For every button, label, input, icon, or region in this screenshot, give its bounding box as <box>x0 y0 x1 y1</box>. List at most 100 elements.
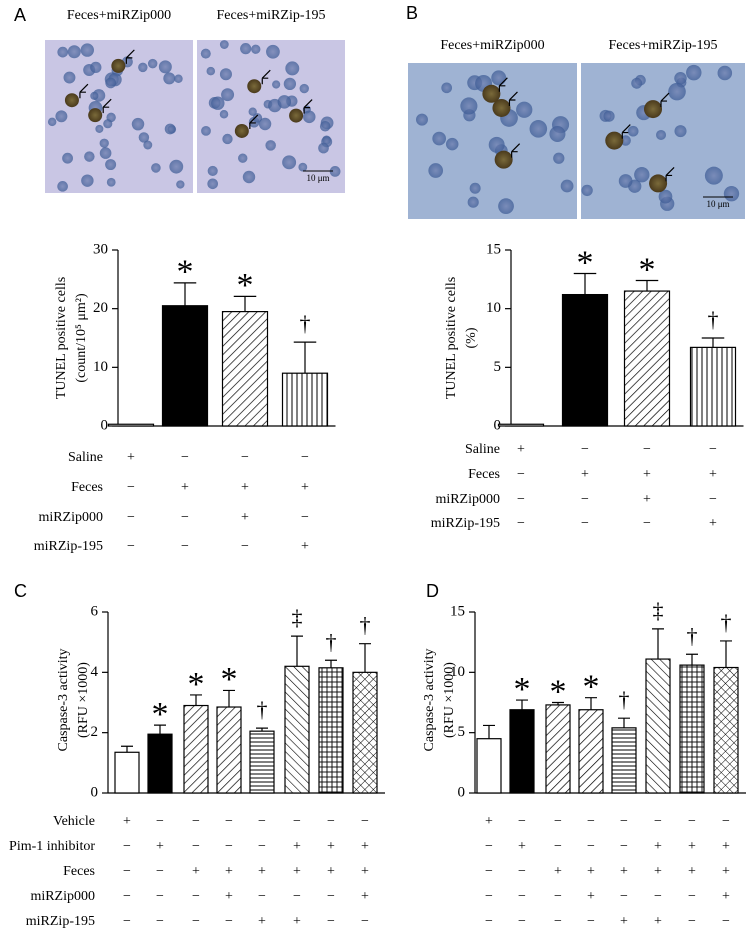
condition-sign: − <box>554 889 562 904</box>
image-caption: Feces+miRZip000 <box>440 38 544 53</box>
cell <box>467 196 479 208</box>
condition-sign: − <box>554 839 562 854</box>
significance-mark: † <box>257 697 268 722</box>
condition-label: miRZip000 <box>30 889 95 904</box>
condition-sign: − <box>123 864 131 879</box>
cell <box>285 61 300 76</box>
condition-sign: − <box>192 889 200 904</box>
cell <box>581 184 593 197</box>
cell <box>318 142 329 154</box>
cell <box>200 48 211 59</box>
arrow <box>508 91 518 106</box>
condition-sign: + <box>620 914 628 929</box>
cell <box>105 159 117 171</box>
arrow <box>511 143 521 158</box>
error-bar <box>652 628 664 660</box>
bar <box>284 665 310 794</box>
condition-sign: − <box>181 450 189 465</box>
condition-label: Feces <box>71 480 103 495</box>
condition-sign: + <box>709 516 717 531</box>
condition-label: Saline <box>465 442 500 457</box>
bar <box>561 293 609 427</box>
condition-sign: − <box>156 864 164 879</box>
error-bar <box>233 295 257 312</box>
condition-sign: − <box>225 914 233 929</box>
cell <box>252 113 263 123</box>
micrograph-bg <box>197 40 345 193</box>
cell <box>169 159 184 174</box>
cell <box>147 58 158 69</box>
bar <box>679 664 705 794</box>
significance-mark: † <box>708 307 719 332</box>
cell <box>460 97 478 115</box>
significance-mark: † <box>300 311 311 336</box>
apoptotic-cell <box>482 84 501 103</box>
condition-sign: − <box>517 516 525 531</box>
error-bar <box>359 643 371 673</box>
cell <box>277 95 292 109</box>
bar <box>249 730 275 794</box>
condition-sign: + <box>654 839 662 854</box>
condition-sign: − <box>181 539 189 554</box>
cell <box>553 152 565 164</box>
y-tick-label: 30 <box>93 241 108 257</box>
condition-label: miRZip-195 <box>26 914 95 929</box>
condition-label: Pim-1 inhibitor <box>9 839 95 854</box>
y-tick-label: 0 <box>101 417 109 433</box>
cell <box>686 64 702 81</box>
condition-sign: + <box>127 450 135 465</box>
cell <box>138 62 148 73</box>
condition-sign: − <box>123 914 131 929</box>
significance-mark: † <box>721 610 732 635</box>
cell <box>103 119 113 129</box>
cell <box>618 174 633 188</box>
condition-sign: − <box>485 914 493 929</box>
condition-sign: + <box>293 914 301 929</box>
condition-sign: + <box>722 889 730 904</box>
error-bar <box>686 653 698 666</box>
y-axis-label: Caspase-3 activity <box>56 648 71 751</box>
apoptotic-cell <box>494 150 513 169</box>
cell <box>221 88 235 102</box>
cell <box>90 61 102 74</box>
condition-sign: − <box>643 516 651 531</box>
cell <box>57 181 68 192</box>
condition-sign: + <box>361 889 369 904</box>
cell <box>674 72 687 85</box>
cell <box>603 110 615 122</box>
condition-label: miRZip000 <box>435 492 500 507</box>
cell <box>298 162 308 172</box>
condition-sign: + <box>587 889 595 904</box>
condition-sign: − <box>127 539 135 554</box>
cell <box>219 68 232 81</box>
cell <box>90 91 99 100</box>
y-tick-label: 10 <box>93 359 108 375</box>
apoptotic-cell <box>88 108 103 123</box>
condition-sign: + <box>709 467 717 482</box>
cell <box>627 125 639 137</box>
cell <box>272 80 281 89</box>
condition-sign: + <box>643 467 651 482</box>
condition-sign: − <box>301 510 309 525</box>
condition-label: Saline <box>68 450 103 465</box>
cell <box>668 82 686 101</box>
y-axis-label: TUNEL positive cells <box>444 277 459 399</box>
cell <box>658 189 673 204</box>
cell <box>174 74 183 83</box>
y-tick-label: 10 <box>450 664 465 680</box>
cell <box>248 107 257 116</box>
condition-sign: − <box>517 467 525 482</box>
apoptotic-cell <box>64 93 79 108</box>
condition-sign: + <box>241 510 249 525</box>
condition-sign: + <box>587 864 595 879</box>
error-bar <box>223 689 235 708</box>
cell <box>717 65 733 81</box>
cell <box>329 166 341 177</box>
cell <box>138 132 150 143</box>
y-tick-label: 5 <box>494 359 502 375</box>
cell <box>319 120 331 132</box>
cell <box>498 198 514 215</box>
condition-sign: + <box>654 864 662 879</box>
condition-sign: + <box>181 480 189 495</box>
